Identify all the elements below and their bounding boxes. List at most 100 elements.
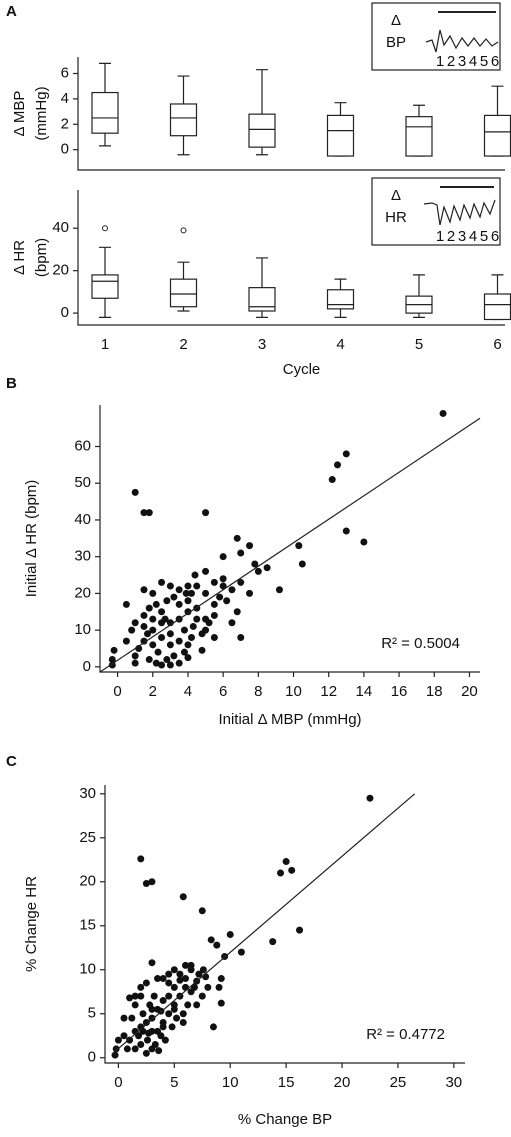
point xyxy=(122,600,130,608)
point xyxy=(295,542,303,550)
y-tick-label: 10 xyxy=(74,621,91,638)
point xyxy=(202,567,210,575)
inset-frame xyxy=(371,2,501,71)
y-tick-label: 50 xyxy=(74,474,91,491)
y-tick-label: 20 xyxy=(79,873,96,890)
inset-cycle: 2 xyxy=(447,228,455,245)
point xyxy=(128,1014,136,1022)
inset-label: HR xyxy=(385,209,407,226)
y-axis-label: Δ HR xyxy=(11,240,28,275)
point xyxy=(148,1005,156,1013)
point xyxy=(142,1049,150,1057)
x-tick-label: 16 xyxy=(391,683,408,700)
point xyxy=(219,575,227,583)
point xyxy=(144,630,151,638)
point xyxy=(157,1032,165,1040)
y-axis-label: Δ MBP xyxy=(11,91,28,137)
point xyxy=(165,979,173,987)
point xyxy=(159,997,167,1005)
whisker-low xyxy=(256,147,268,156)
point xyxy=(199,966,207,974)
point xyxy=(296,926,304,934)
whisker-low xyxy=(334,308,347,318)
box xyxy=(169,103,198,137)
y-tick-label: 25 xyxy=(79,829,96,846)
x-tick-label: 10 xyxy=(285,683,302,700)
y-tick-label: 15 xyxy=(79,917,96,934)
point xyxy=(112,1045,120,1053)
point xyxy=(161,1036,169,1044)
point xyxy=(166,661,174,669)
point xyxy=(148,959,156,967)
inset-label: Δ xyxy=(391,187,401,204)
point xyxy=(175,659,183,667)
fit-line xyxy=(99,417,481,673)
point xyxy=(120,1014,128,1022)
point xyxy=(198,992,206,1000)
point xyxy=(148,1014,156,1022)
point xyxy=(154,975,162,983)
inset-cycle: 2 xyxy=(447,53,455,70)
x-tick-label: 4 xyxy=(184,683,192,700)
point xyxy=(145,604,153,612)
y-tick-label: 0 xyxy=(83,658,91,675)
whisker-low xyxy=(99,133,111,147)
point xyxy=(140,637,148,645)
point xyxy=(179,1010,187,1018)
point xyxy=(228,586,236,594)
inset-hr xyxy=(371,177,501,246)
whisker-high xyxy=(413,274,425,297)
point xyxy=(145,509,153,517)
point xyxy=(170,593,178,601)
point xyxy=(237,948,245,956)
y-tick-label: 5 xyxy=(88,1005,96,1022)
x-tick-label: 30 xyxy=(445,1074,462,1091)
point xyxy=(140,586,148,594)
whisker-high xyxy=(334,102,347,116)
point xyxy=(184,608,192,616)
whisker-high xyxy=(177,261,190,280)
point xyxy=(131,992,139,1000)
point xyxy=(181,975,189,983)
point xyxy=(198,646,206,654)
y-tick-label: 40 xyxy=(52,219,69,236)
point xyxy=(190,983,198,991)
point xyxy=(193,615,201,623)
x-tick-label: 8 xyxy=(254,683,262,700)
point xyxy=(204,983,212,991)
y-axis-label: (bpm) xyxy=(33,238,50,277)
whisker-high xyxy=(413,104,425,117)
y-tick-label: 10 xyxy=(79,961,96,978)
whisker-high xyxy=(177,75,190,104)
point xyxy=(149,641,157,649)
box xyxy=(326,289,355,310)
x-tick-label: 0 xyxy=(113,683,121,700)
point xyxy=(180,626,188,634)
point xyxy=(226,931,234,939)
point xyxy=(213,941,221,949)
y-tick-label: 0 xyxy=(61,141,69,158)
axis-line xyxy=(77,190,505,326)
box xyxy=(405,116,433,157)
whisker-high xyxy=(491,85,504,116)
point xyxy=(166,630,174,638)
point xyxy=(210,611,218,619)
point xyxy=(193,582,201,590)
point xyxy=(163,597,171,605)
point xyxy=(145,1029,153,1037)
outlier xyxy=(102,225,108,232)
whisker-low xyxy=(256,310,268,318)
point xyxy=(159,975,167,983)
point xyxy=(184,582,192,590)
point xyxy=(246,589,254,597)
point xyxy=(158,633,166,641)
point xyxy=(128,626,136,634)
box xyxy=(169,278,198,308)
point xyxy=(126,994,134,1002)
x-tick-label: 3 xyxy=(258,336,266,353)
point xyxy=(137,1041,145,1049)
y-axis-label: % Change HR xyxy=(23,876,40,972)
point xyxy=(165,970,173,978)
point xyxy=(158,578,166,586)
point xyxy=(175,600,183,608)
